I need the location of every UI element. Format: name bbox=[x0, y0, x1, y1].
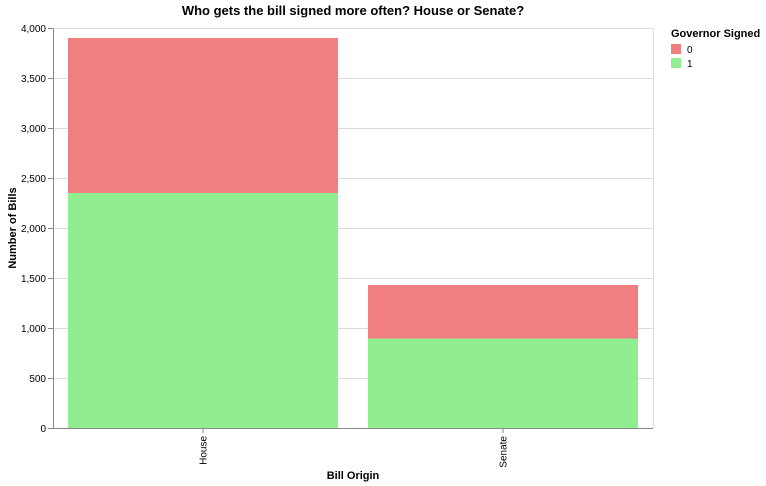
bars bbox=[68, 38, 638, 428]
legend: Governor Signed 0 1 bbox=[671, 28, 760, 70]
y-tick-label: 3,000 bbox=[21, 124, 46, 135]
y-tick-label: 2,500 bbox=[21, 174, 46, 185]
y-tick-label: 4,000 bbox=[21, 24, 46, 35]
x-tick-label: House bbox=[199, 436, 210, 465]
legend-swatch-0 bbox=[671, 44, 681, 54]
bar-house-signed-1 bbox=[68, 193, 338, 428]
legend-label-1: 1 bbox=[687, 59, 693, 70]
y-axis-title: Number of Bills bbox=[7, 187, 19, 268]
bar-senate-signed-1 bbox=[368, 338, 638, 428]
legend-label-0: 0 bbox=[687, 45, 693, 56]
bar-senate-signed-0 bbox=[368, 285, 638, 339]
y-tick-label: 3,500 bbox=[21, 74, 46, 85]
chart-title: Who gets the bill signed more often? Hou… bbox=[182, 3, 524, 18]
y-tick-label: 0 bbox=[40, 424, 46, 435]
x-axis-title: Bill Origin bbox=[327, 470, 380, 482]
axes: 0 500 1,000 1,500 2,000 2,500 3,000 3,500 4,000 H… bbox=[21, 24, 653, 468]
y-tick-label: 2,000 bbox=[21, 224, 46, 235]
legend-swatch-1 bbox=[671, 58, 681, 68]
bar-house-signed-0 bbox=[68, 38, 338, 193]
x-tick-label: Senate bbox=[499, 436, 510, 468]
y-tick-label: 1,500 bbox=[21, 274, 46, 285]
legend-title: Governor Signed bbox=[671, 28, 760, 40]
y-tick-label: 1,000 bbox=[21, 324, 46, 335]
y-tick-label: 500 bbox=[29, 374, 46, 385]
